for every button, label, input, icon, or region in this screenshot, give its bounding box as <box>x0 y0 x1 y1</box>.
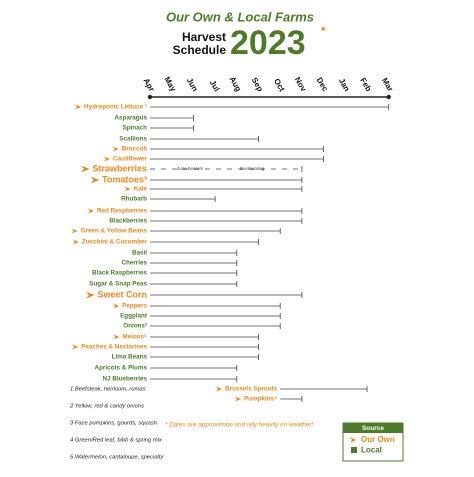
item-label: Hydroponic Lettuce ¹ <box>84 104 147 111</box>
legend-header <box>343 423 403 433</box>
own-icon <box>113 334 120 340</box>
note: * Dates are approximate and rely heavily… <box>165 422 313 429</box>
own-icon <box>90 176 100 184</box>
footnote: 2 Yellow, red & candy onions <box>69 404 144 410</box>
axis-end <box>147 94 153 100</box>
item-label: Zucchini & Cucumber <box>82 239 148 246</box>
month-label: Apr <box>142 77 157 93</box>
legend-title: Source <box>362 425 384 432</box>
item-label: Apricots & Plums <box>95 365 148 372</box>
footnote: 5 Watermelon, cantaloupe, specialty <box>70 455 164 461</box>
own-icon <box>75 104 82 110</box>
item-label: Green & Yellow Beans <box>81 228 148 235</box>
month-label: Jan <box>337 77 352 94</box>
chart-title: Our Own & Local Farms <box>166 9 314 24</box>
month-label: Oct <box>272 77 287 93</box>
own-icon <box>124 186 131 192</box>
item-label: Peppers <box>122 303 147 310</box>
own-icon <box>113 303 120 309</box>
month-label: Feb <box>358 76 373 93</box>
item-label: Peaches & Nectarines <box>81 344 147 351</box>
item-label: Rhubarb <box>121 196 147 203</box>
own-icon <box>72 344 79 350</box>
month-label: Sep <box>250 76 265 93</box>
footnote: 4 Green/Red leaf, bibb & spring mix <box>70 438 163 444</box>
item-label: Scallions <box>119 136 147 143</box>
month-label: Jun <box>185 76 200 93</box>
own-icon <box>234 396 241 402</box>
own-icon <box>71 228 78 234</box>
item-label: Brussels Sprouts <box>225 386 278 393</box>
own-icon <box>87 208 94 214</box>
year: 2023 <box>230 24 306 62</box>
own-icon <box>112 146 119 152</box>
item-label: Broccoli <box>122 146 147 153</box>
item-label: Sugar & Snap Peas <box>89 281 147 288</box>
item-label: NJ Blueberries <box>103 376 148 383</box>
item-note: June bearers <box>177 166 204 171</box>
own-icon <box>104 156 111 162</box>
item-label: Onions² <box>123 323 147 330</box>
item-label: Basil <box>132 250 147 257</box>
month-label: May <box>162 75 178 93</box>
own-icon <box>216 386 223 392</box>
item-label: Blackberries <box>109 218 147 225</box>
item-label: Strawberries <box>92 163 147 173</box>
legend-local-icon <box>351 447 357 453</box>
own-icon <box>72 239 79 245</box>
own-icon <box>86 291 95 299</box>
item-label: Cauliflower <box>113 156 147 163</box>
axis-end <box>386 94 391 100</box>
item-label: Asparagus <box>114 115 147 122</box>
year-mark: * <box>321 24 326 38</box>
item-label: Black Raspberries <box>92 270 147 277</box>
item-label: Lima Beans <box>112 354 148 361</box>
item-label: Red Raspberries <box>97 208 148 215</box>
item-label: Eggplant <box>120 313 148 320</box>
item-label: Pumpkins⁴ <box>244 396 277 403</box>
item-label: Tomatoes³ <box>102 174 147 184</box>
month-label: Jul <box>208 79 222 94</box>
item-label: Melons⁵ <box>122 334 147 341</box>
item-label: Sweet Corn <box>97 289 147 299</box>
item-note: Everbearing <box>240 166 265 171</box>
own-icon <box>81 165 90 173</box>
subtitle: Harvest <box>182 30 226 44</box>
footnote: 1 Beefsteak, heirloom, romas <box>70 387 145 393</box>
legend-own-icon <box>350 437 356 443</box>
item-label: Cherries <box>121 260 147 267</box>
month-label: Mar <box>380 76 395 93</box>
legend-local: Local <box>361 446 382 455</box>
month-label: Aug <box>227 75 243 93</box>
footnote: 3 Face pumpkins, gourds, squash <box>70 421 157 427</box>
legend-own: Our Own <box>361 435 395 444</box>
month-label: Nov <box>293 75 309 93</box>
item-label: Kale <box>134 186 148 193</box>
month-label: Dec <box>315 76 330 94</box>
item-label: Spinach <box>123 125 148 132</box>
subtitle: Schedule <box>173 43 227 57</box>
